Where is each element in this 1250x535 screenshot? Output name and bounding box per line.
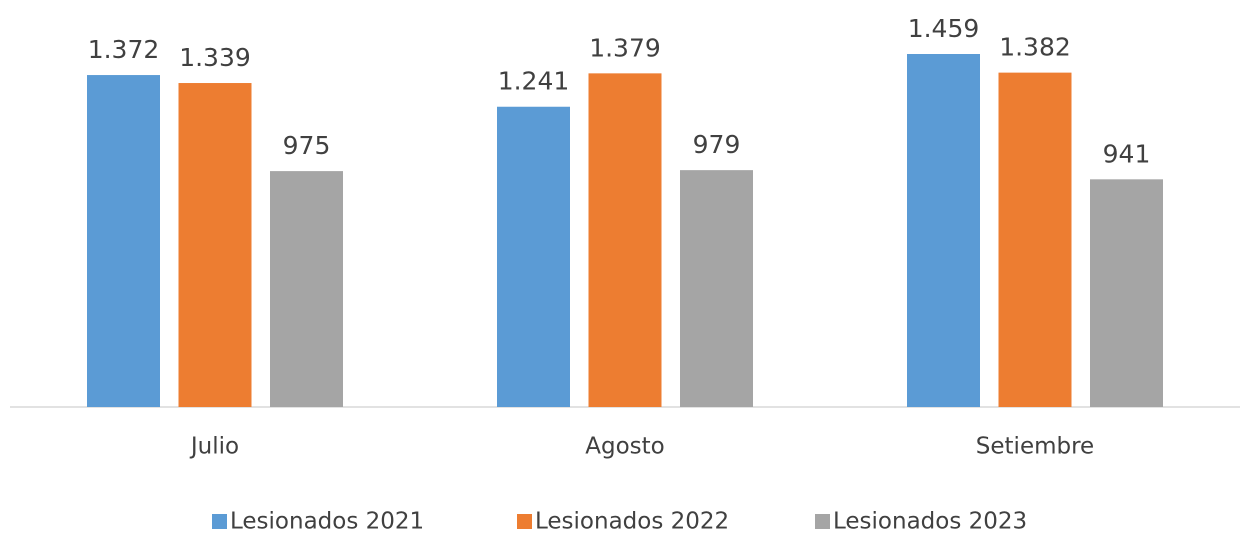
legend-label: Lesionados 2022: [535, 509, 729, 535]
data-label: 975: [283, 131, 331, 160]
data-label: 1.339: [179, 43, 251, 72]
data-label: 1.241: [498, 67, 570, 96]
legend-swatch: [212, 514, 227, 529]
bar: [1090, 179, 1163, 407]
legend-label: Lesionados 2023: [833, 509, 1027, 535]
data-label: 1.379: [589, 33, 661, 62]
bar: [680, 170, 753, 407]
data-label: 1.372: [88, 35, 160, 64]
bar: [178, 83, 252, 408]
bar: [588, 73, 662, 408]
legend-swatch: [815, 514, 830, 529]
data-label: 941: [1103, 139, 1151, 168]
legend-swatch: [517, 514, 532, 529]
bar: [87, 75, 160, 407]
bar: [497, 106, 570, 407]
data-label: 1.382: [999, 33, 1071, 62]
x-tick-label: Agosto: [585, 434, 664, 460]
x-tick-label: Julio: [189, 434, 239, 460]
data-label: 979: [693, 130, 741, 159]
x-tick-label: Setiembre: [976, 434, 1094, 460]
bar: [998, 72, 1072, 407]
bar: [907, 54, 980, 407]
legend-label: Lesionados 2021: [230, 509, 424, 535]
bar: [270, 171, 343, 407]
data-label: 1.459: [908, 14, 980, 43]
